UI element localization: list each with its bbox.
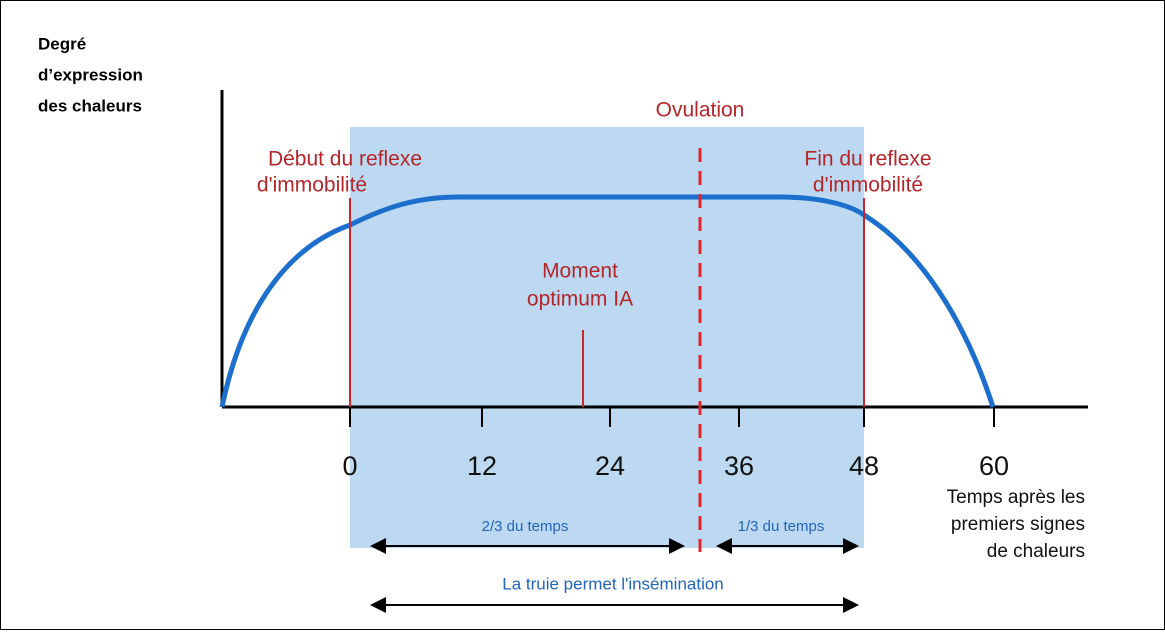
tick-label: 12 <box>467 451 497 481</box>
tick-label: 0 <box>342 451 357 481</box>
heat-window <box>350 127 864 548</box>
x-label: Temps après les <box>947 487 1085 508</box>
optimum-label: Moment <box>542 260 618 283</box>
y-label: d’expression <box>38 65 143 84</box>
end-label: Fin du reflexe <box>804 148 931 171</box>
optimum-label: optimum IA <box>527 288 633 311</box>
y-label: des chaleurs <box>38 96 142 115</box>
two-thirds-label: 2/3 du temps <box>482 518 569 535</box>
insemination-label: La truie permet l'insémination <box>502 574 724 593</box>
start-label: Début du reflexe <box>268 148 422 171</box>
x-label: de chaleurs <box>987 541 1085 562</box>
heat-curve <box>219 194 996 408</box>
tick-label: 48 <box>849 451 879 481</box>
end-label: d'immobilité <box>813 174 923 197</box>
one-third-label: 1/3 du temps <box>738 518 825 535</box>
tick-label: 36 <box>724 451 754 481</box>
ticks <box>349 407 995 427</box>
x-label: premiers signes <box>951 514 1085 535</box>
y-label: Degré <box>38 34 86 53</box>
tick-label: 24 <box>595 451 625 481</box>
start-label: d'immobilité <box>257 174 367 197</box>
ovulation-label: Ovulation <box>656 99 745 122</box>
tick-label: 60 <box>979 451 1009 481</box>
